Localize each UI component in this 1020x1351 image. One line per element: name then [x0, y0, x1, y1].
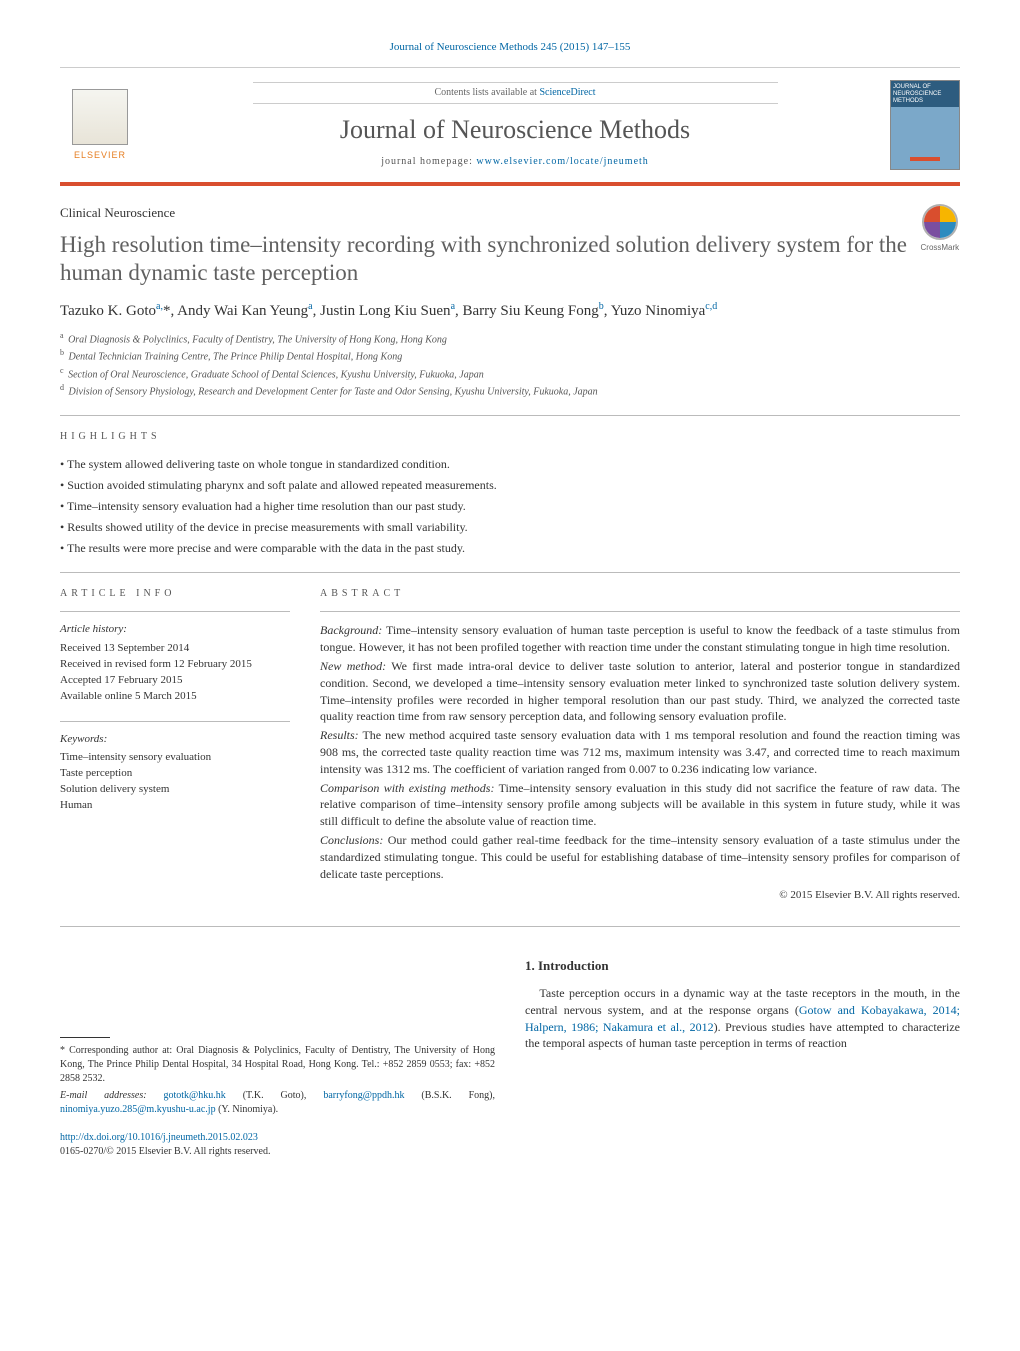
- highlight-item: Time–intensity sensory evaluation had a …: [60, 496, 960, 517]
- email-label: E-mail addresses:: [60, 1090, 164, 1101]
- intro-paragraph: Taste perception occurs in a dynamic way…: [525, 985, 960, 1052]
- journal-cover-thumbnail: JOURNAL OF NEUROSCIENCE METHODS: [890, 80, 960, 170]
- highlights-list: The system allowed delivering taste on w…: [60, 454, 960, 558]
- sciencedirect-link[interactable]: ScienceDirect: [539, 87, 595, 98]
- rule: [60, 572, 960, 573]
- highlight-item: Results showed utility of the device in …: [60, 517, 960, 538]
- elsevier-logo: ELSEVIER: [60, 85, 140, 165]
- author-list: Tazuko K. Gotoa,*, Andy Wai Kan Yeunga, …: [60, 300, 960, 322]
- history-line: Received in revised form 12 February 201…: [60, 657, 290, 673]
- highlight-item: The system allowed delivering taste on w…: [60, 454, 960, 475]
- journal-name: Journal of Neuroscience Methods: [140, 112, 890, 148]
- abs-conclusions-label: Conclusions:: [320, 833, 383, 847]
- history-line: Accepted 17 February 2015: [60, 673, 290, 689]
- article-info-label: ARTICLE INFO: [60, 587, 290, 601]
- rule: [60, 611, 290, 612]
- elsevier-label: ELSEVIER: [74, 149, 126, 162]
- journal-header: ELSEVIER Contents lists available at Sci…: [60, 67, 960, 186]
- abs-background-label: Background:: [320, 623, 382, 637]
- email-who: (Y. Ninomiya).: [216, 1104, 279, 1115]
- keyword-item: Taste perception: [60, 766, 290, 782]
- affiliation-line: c Section of Oral Neuroscience, Graduate…: [60, 365, 960, 382]
- doi-link[interactable]: http://dx.doi.org/10.1016/j.jneumeth.201…: [60, 1132, 258, 1143]
- affiliation-line: b Dental Technician Training Centre, The…: [60, 347, 960, 364]
- contents-line: Contents lists available at ScienceDirec…: [253, 82, 778, 104]
- rule: [60, 415, 960, 416]
- abstract-copyright: © 2015 Elsevier B.V. All rights reserved…: [320, 888, 960, 903]
- abstract-body: Background: Time–intensity sensory evalu…: [320, 622, 960, 903]
- abs-newmethod-text: We first made intra-oral device to deliv…: [320, 659, 960, 723]
- crossmark-label: CrossMark: [921, 243, 960, 252]
- abs-comparison-label: Comparison with existing methods:: [320, 781, 494, 795]
- rule: [320, 611, 960, 612]
- cover-line1: JOURNAL OF: [893, 84, 931, 90]
- history-line: Received 13 September 2014: [60, 641, 290, 657]
- abs-results-text: The new method acquired taste sensory ev…: [320, 728, 960, 776]
- affiliation-line: a Oral Diagnosis & Polyclinics, Faculty …: [60, 330, 960, 347]
- footnote-rule: [60, 1037, 110, 1038]
- keywords-block: Keywords: Time–intensity sensory evaluat…: [60, 732, 290, 814]
- email-link[interactable]: barryfong@ppdh.hk: [323, 1090, 404, 1101]
- highlights-section: HIGHLIGHTS The system allowed delivering…: [60, 430, 960, 558]
- crossmark-badge[interactable]: CrossMark: [920, 204, 960, 253]
- issn-copyright: 0165-0270/© 2015 Elsevier B.V. All right…: [60, 1145, 495, 1159]
- running-head-citation: Journal of Neuroscience Methods 245 (201…: [60, 40, 960, 55]
- history-line: Available online 5 March 2015: [60, 689, 290, 705]
- email-who: (B.S.K. Fong),: [404, 1090, 495, 1101]
- highlight-item: Suction avoided stimulating pharynx and …: [60, 475, 960, 496]
- homepage-line: journal homepage: www.elsevier.com/locat…: [140, 155, 890, 169]
- corresponding-text: * Corresponding author at: Oral Diagnosi…: [60, 1044, 495, 1086]
- article-type: Clinical Neuroscience: [60, 204, 920, 222]
- affiliations: a Oral Diagnosis & Polyclinics, Faculty …: [60, 330, 960, 399]
- homepage-prefix: journal homepage:: [381, 156, 476, 167]
- crossmark-icon: [922, 204, 958, 240]
- keywords-head: Keywords:: [60, 732, 290, 747]
- highlight-item: The results were more precise and were c…: [60, 538, 960, 559]
- affiliation-line: d Division of Sensory Physiology, Resear…: [60, 382, 960, 399]
- article-history: Article history: Received 13 September 2…: [60, 622, 290, 704]
- highlights-label: HIGHLIGHTS: [60, 430, 960, 444]
- article-title: High resolution time–intensity recording…: [60, 231, 920, 289]
- rule: [60, 926, 960, 927]
- cover-line3: METHODS: [893, 98, 923, 104]
- email-link[interactable]: gototk@hku.hk: [164, 1090, 226, 1101]
- homepage-link[interactable]: www.elsevier.com/locate/jneumeth: [476, 156, 648, 167]
- abs-newmethod-label: New method:: [320, 659, 386, 673]
- keyword-item: Solution delivery system: [60, 782, 290, 798]
- history-head: Article history:: [60, 622, 290, 637]
- email-who: (T.K. Goto),: [226, 1090, 324, 1101]
- doi-block: http://dx.doi.org/10.1016/j.jneumeth.201…: [60, 1131, 495, 1159]
- abs-conclusions-text: Our method could gather real-time feedba…: [320, 833, 960, 881]
- email-link[interactable]: ninomiya.yuzo.285@m.kyushu-u.ac.jp: [60, 1104, 216, 1115]
- contents-prefix: Contents lists available at: [434, 87, 539, 98]
- keyword-item: Human: [60, 798, 290, 814]
- cover-line2: NEUROSCIENCE: [893, 91, 941, 97]
- abs-background-text: Time–intensity sensory evaluation of hum…: [320, 623, 960, 654]
- corresponding-footnote: * Corresponding author at: Oral Diagnosi…: [60, 1044, 495, 1117]
- keyword-item: Time–intensity sensory evaluation: [60, 750, 290, 766]
- abs-results-label: Results:: [320, 728, 359, 742]
- elsevier-tree-icon: [72, 89, 128, 145]
- rule: [60, 721, 290, 722]
- abstract-label: ABSTRACT: [320, 587, 960, 601]
- intro-heading: 1. Introduction: [525, 957, 960, 975]
